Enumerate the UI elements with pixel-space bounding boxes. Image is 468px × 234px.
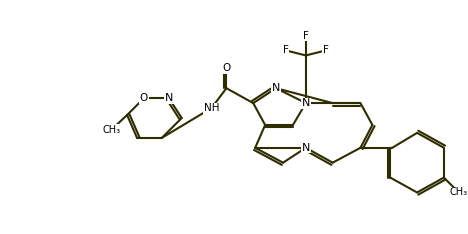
Text: NH: NH bbox=[204, 103, 219, 113]
Text: N: N bbox=[302, 98, 310, 108]
Text: F: F bbox=[303, 31, 309, 40]
Text: O: O bbox=[222, 63, 231, 73]
Text: CH₃: CH₃ bbox=[102, 125, 120, 135]
Text: F: F bbox=[283, 45, 289, 55]
Text: F: F bbox=[323, 45, 329, 55]
Text: CH₃: CH₃ bbox=[450, 187, 468, 197]
Text: N: N bbox=[272, 83, 280, 93]
Text: N: N bbox=[302, 143, 310, 153]
Text: O: O bbox=[140, 93, 148, 103]
Text: N: N bbox=[165, 93, 173, 103]
